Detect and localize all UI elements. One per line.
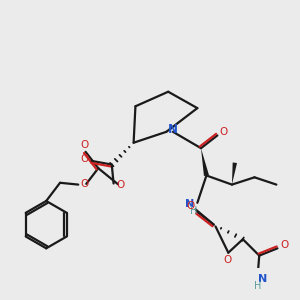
- Text: O: O: [187, 201, 195, 212]
- Text: O: O: [81, 140, 89, 149]
- Text: N: N: [185, 199, 194, 208]
- Text: N: N: [258, 274, 268, 284]
- Text: O: O: [80, 178, 88, 188]
- Text: O: O: [220, 127, 228, 137]
- Text: N: N: [168, 124, 178, 136]
- Polygon shape: [232, 163, 237, 184]
- Text: O: O: [280, 240, 288, 250]
- Text: O: O: [116, 180, 124, 190]
- Polygon shape: [201, 148, 209, 176]
- Text: H: H: [254, 281, 261, 291]
- Text: H: H: [190, 206, 197, 216]
- Text: O: O: [224, 255, 232, 265]
- Text: O: O: [80, 154, 88, 164]
